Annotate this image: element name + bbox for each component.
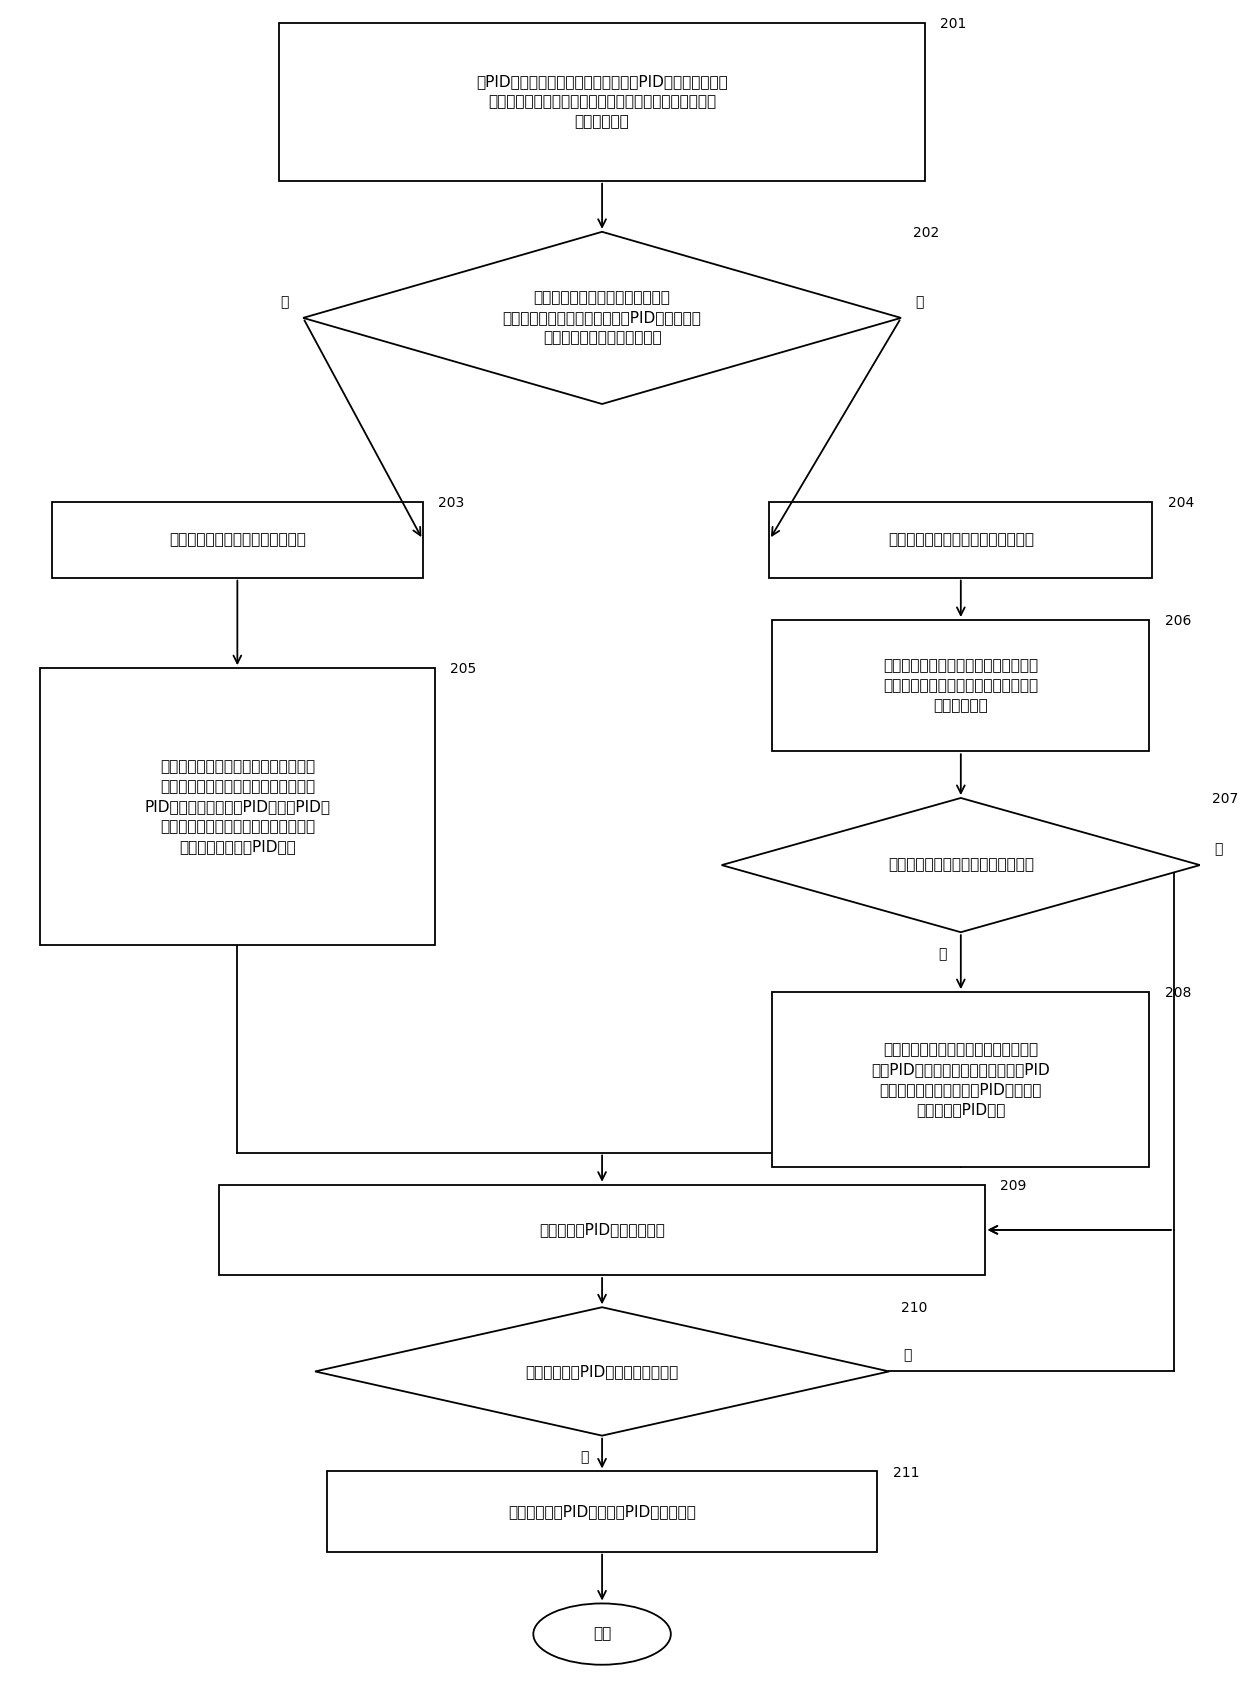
Text: 根据整定后的PID参数进行PID控制的操作: 根据整定后的PID参数进行PID控制的操作 <box>508 1504 696 1519</box>
FancyBboxPatch shape <box>773 992 1149 1167</box>
FancyBboxPatch shape <box>52 502 423 578</box>
FancyBboxPatch shape <box>327 1471 877 1551</box>
Text: 否: 否 <box>904 1349 911 1363</box>
Text: 计算时间差值与预设时间差值的比值，
作为PID参数的增大比例系数，按照PID
参数的增大比例系数增大PID参数，形
成整定后的PID参数: 计算时间差值与预设时间差值的比值， 作为PID参数的增大比例系数，按照PID 参… <box>872 1043 1050 1118</box>
Text: 对整定后的PID参数进行校验: 对整定后的PID参数进行校验 <box>539 1223 665 1237</box>
Text: 结束: 结束 <box>593 1626 611 1641</box>
FancyBboxPatch shape <box>279 24 925 180</box>
Text: 202: 202 <box>913 226 939 240</box>
Text: 201: 201 <box>940 17 967 31</box>
Text: 根据当前时刻之前预设数量控制周期的
预设调整对象的实时实际位置及预设的
PID公式计算整定后的PID参数，PID公
式的参数包括目标位置、预设调整对象
的实时实: 根据当前时刻之前预设数量控制周期的 预设调整对象的实时实际位置及预设的 PID公… <box>144 760 330 854</box>
Text: 209: 209 <box>1001 1179 1027 1192</box>
Text: 否: 否 <box>1214 842 1223 856</box>
Text: 207: 207 <box>1211 793 1239 806</box>
Text: 确定被控系统的预设调整对象超调: 确定被控系统的预设调整对象超调 <box>169 532 306 548</box>
Text: 203: 203 <box>438 497 465 510</box>
FancyBboxPatch shape <box>770 502 1152 578</box>
Text: 否: 否 <box>915 296 924 310</box>
FancyBboxPatch shape <box>40 668 435 946</box>
Text: 判断整定后的PID参数是否通过校验: 判断整定后的PID参数是否通过校验 <box>526 1364 678 1380</box>
Text: 是: 是 <box>939 947 947 961</box>
FancyBboxPatch shape <box>773 619 1149 752</box>
Text: 210: 210 <box>901 1301 928 1315</box>
Text: 211: 211 <box>893 1466 919 1480</box>
Ellipse shape <box>533 1604 671 1665</box>
Polygon shape <box>315 1308 889 1436</box>
FancyBboxPatch shape <box>219 1184 985 1276</box>
Text: 204: 204 <box>1168 497 1194 510</box>
Text: 208: 208 <box>1164 987 1192 1000</box>
Polygon shape <box>303 231 901 403</box>
Text: 是: 是 <box>280 296 289 310</box>
Text: 206: 206 <box>1164 614 1192 628</box>
Text: 205: 205 <box>450 662 476 677</box>
Text: 确定被控系统的预设调整对象未超调: 确定被控系统的预设调整对象未超调 <box>888 532 1034 548</box>
Text: 若被控系统的预设调整对象的实时
实际位置等于目标位置，则判断PID控制器的实
时输出速度是否大于预设阈值: 若被控系统的预设调整对象的实时 实际位置等于目标位置，则判断PID控制器的实 时… <box>502 291 702 345</box>
Polygon shape <box>722 798 1200 932</box>
Text: 计算实时给定位置达到目标位置的时刻
与实时实际位置达到目标位置的时刻之
间的时间差值: 计算实时给定位置达到目标位置的时刻 与实时实际位置达到目标位置的时刻之 间的时间… <box>883 658 1038 713</box>
Text: 是: 是 <box>580 1451 588 1465</box>
Text: 若PID控制器输出的实时给定位置等于PID控制器设定的目
标位置，则在控制周期中记录被控系统的预设调整对象的
实时实际位置: 若PID控制器输出的实时给定位置等于PID控制器设定的目 标位置，则在控制周期中… <box>476 75 728 129</box>
Text: 判断时间差值是否大于预设时间差值: 判断时间差值是否大于预设时间差值 <box>888 857 1034 873</box>
